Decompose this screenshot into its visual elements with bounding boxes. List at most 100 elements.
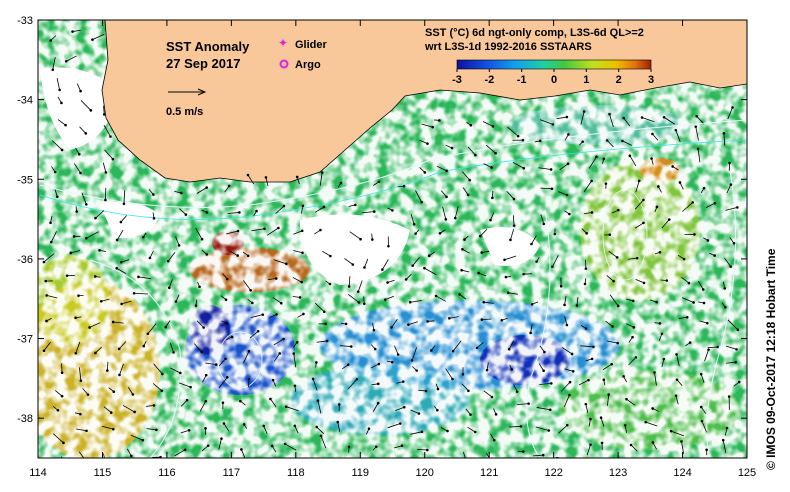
current-vector-head (491, 125, 495, 128)
current-vector (627, 257, 638, 260)
x-tick-label: 122 (544, 467, 562, 479)
current-vector-head (77, 152, 81, 156)
current-vector-head (79, 412, 82, 416)
current-vector-head (423, 171, 427, 174)
current-vector-head (674, 128, 678, 132)
current-vector-head (383, 298, 387, 301)
current-vector-head (675, 378, 679, 381)
current-vector (560, 381, 571, 392)
current-vector-head (565, 115, 569, 119)
y-axis: -33-34-35-36-37-38 (17, 15, 747, 425)
current-vector-head (616, 341, 619, 345)
current-vector-head (420, 430, 424, 434)
current-vector-head (565, 323, 569, 327)
current-vector-head (315, 425, 319, 429)
current-vector-head (491, 196, 494, 200)
x-tick-label: 115 (94, 467, 112, 479)
current-vector-head (450, 146, 454, 150)
current-vector-head (372, 328, 376, 332)
current-vector-head (189, 385, 192, 389)
current-vector-head (292, 352, 296, 355)
current-vector-head (316, 399, 320, 402)
current-vector-head (694, 125, 698, 129)
current-vector-head (568, 380, 572, 384)
current-vector-head (49, 240, 53, 244)
current-vector-head (628, 154, 632, 157)
current-vector-head (542, 222, 546, 226)
current-vector-head (438, 231, 442, 235)
current-vector-head (665, 279, 669, 282)
current-vector-head (521, 450, 525, 453)
current-vector (106, 361, 109, 371)
current-vector (626, 398, 636, 406)
current-vector-head (396, 353, 400, 356)
current-vector-head (109, 135, 112, 138)
current-vector-head (467, 389, 470, 393)
current-vector-head (503, 258, 506, 262)
current-vector-head (347, 445, 351, 449)
current-vector-head (295, 340, 299, 344)
current-vector (247, 174, 255, 185)
x-tick-label: 119 (351, 467, 369, 479)
current-vector (676, 379, 683, 387)
current-vector-head (629, 443, 633, 447)
current-vector (559, 163, 569, 171)
current-vector-head (336, 420, 340, 424)
current-vector (272, 297, 282, 304)
current-vector (530, 323, 533, 333)
current-vector-head (485, 368, 489, 372)
current-vector-head (658, 322, 662, 325)
current-vector (622, 140, 632, 146)
current-vector (412, 257, 420, 266)
current-vector-head (277, 226, 280, 230)
current-vector-head (349, 345, 353, 348)
plot-area (38, 20, 747, 460)
current-vector (121, 300, 132, 305)
contour-east (706, 169, 737, 458)
current-vector-head (445, 195, 448, 199)
x-tick-label: 121 (480, 467, 498, 479)
current-vector-head (362, 302, 366, 306)
current-vector (103, 406, 112, 413)
contour-eddy (217, 331, 263, 389)
current-vector-head (512, 224, 516, 227)
current-vector-head (519, 425, 523, 428)
current-vector-head (724, 305, 727, 309)
current-vector-head (583, 282, 587, 286)
current-vector (347, 379, 358, 390)
current-vector (72, 29, 81, 32)
current-vector (478, 272, 487, 277)
current-vector-head (91, 38, 94, 41)
current-vector (584, 212, 593, 215)
current-vector-head (283, 442, 287, 446)
current-vector (540, 187, 553, 190)
contour-central (526, 209, 551, 458)
scale-label: 0.5 m/s (166, 106, 203, 118)
current-vector-head (696, 147, 700, 151)
current-vector (123, 190, 126, 204)
current-vector-head (608, 233, 612, 237)
current-vector-head (94, 351, 97, 355)
current-vector-head (640, 116, 644, 119)
current-vector (635, 180, 640, 193)
current-vector-head (716, 345, 719, 349)
current-vector-head (680, 440, 683, 443)
current-vector-head (548, 408, 552, 412)
current-vector-head (444, 218, 448, 221)
current-vector-head (604, 182, 608, 185)
current-vector (268, 278, 277, 280)
current-vector (275, 205, 285, 214)
current-vector-head (104, 458, 106, 460)
current-vector-head (642, 281, 646, 285)
current-vector (678, 316, 688, 319)
current-vector-head (605, 139, 609, 142)
current-vector-head (79, 379, 83, 382)
current-vector-head (671, 165, 674, 168)
current-vector-head (167, 286, 171, 290)
current-vector-head (722, 132, 726, 135)
current-vector (52, 56, 56, 70)
current-vector-head (322, 205, 326, 209)
current-vector-head (550, 382, 553, 385)
current-vector-head (559, 284, 563, 288)
current-vector (391, 319, 398, 328)
